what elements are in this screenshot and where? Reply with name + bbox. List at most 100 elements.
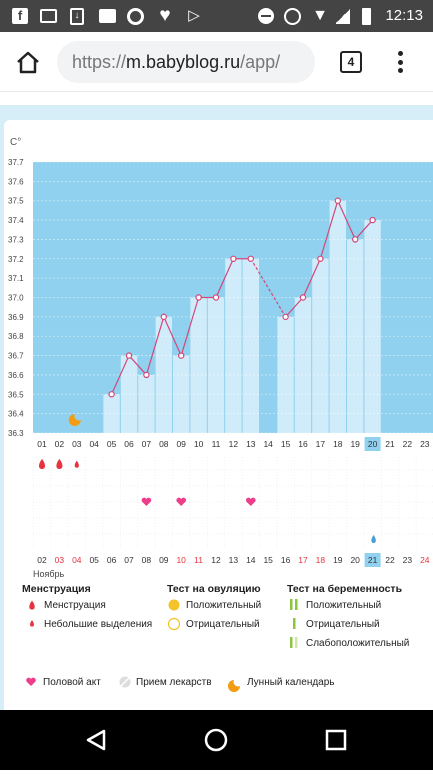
url-scheme: https:// bbox=[72, 52, 127, 72]
temperature-point-16 bbox=[299, 294, 307, 301]
temperature-chart[interactable]: C° 36.3 36.4 36.5 36.6 36.7 36.8 36.9 37.0 37.1 37… bbox=[0, 92, 433, 710]
temperature-bar-17 bbox=[312, 258, 329, 433]
legend-moon-icon bbox=[228, 680, 240, 692]
temperature-line-segment bbox=[145, 316, 165, 376]
y-tick-label: 37.1 bbox=[8, 274, 24, 283]
dnd-icon bbox=[258, 8, 274, 24]
recents-button[interactable] bbox=[325, 729, 347, 751]
temperature-point-20 bbox=[369, 216, 376, 224]
home-nav-button[interactable] bbox=[204, 728, 228, 752]
x-day-label-04: 04 bbox=[89, 439, 99, 449]
url-host: m.babyblog.ru bbox=[126, 52, 241, 72]
temperature-bar-12 bbox=[225, 258, 242, 433]
status-bar: f ↓ ♥ ▷ ▼ 12:13 bbox=[0, 0, 433, 32]
y-tick-label: 37.5 bbox=[8, 197, 24, 206]
date-label-02: 02 bbox=[37, 555, 47, 565]
date-label-24: 24 bbox=[420, 555, 430, 565]
x-day-label-13: 13 bbox=[246, 439, 256, 449]
x-day-label-08: 08 bbox=[159, 439, 169, 449]
legend-pregnancy-positive-icon-bar1 bbox=[290, 599, 293, 610]
date-label-05: 05 bbox=[89, 555, 99, 565]
y-tick-label: 36.3 bbox=[8, 429, 24, 438]
temperature-line-segment bbox=[111, 355, 130, 395]
date-label-07: 07 bbox=[124, 555, 134, 565]
temperature-line-segment bbox=[180, 297, 200, 356]
clock: 12:13 bbox=[385, 7, 423, 24]
y-tick-label: 37.6 bbox=[8, 177, 24, 186]
y-tick-label: 36.9 bbox=[8, 313, 24, 322]
x-day-label-16: 16 bbox=[298, 439, 308, 449]
date-label-20: 20 bbox=[350, 555, 360, 565]
x-day-label-12: 12 bbox=[229, 439, 239, 449]
temperature-point-19 bbox=[352, 236, 359, 243]
date-label-19: 19 bbox=[333, 555, 343, 565]
y-unit-label: C° bbox=[10, 137, 21, 148]
date-label-15: 15 bbox=[263, 555, 273, 565]
temperature-bar-16 bbox=[294, 297, 312, 433]
temperature-bar-10 bbox=[190, 297, 207, 433]
android-nav-bar bbox=[0, 710, 433, 770]
address-bar[interactable]: https://m.babyblog.ru/app/ bbox=[57, 41, 315, 83]
back-button[interactable] bbox=[86, 729, 106, 751]
legend-pregnancy-weak-icon-bar1 bbox=[290, 637, 293, 648]
legend-intercourse-icon bbox=[26, 677, 36, 686]
intercourse-heart-icon bbox=[245, 497, 256, 506]
page-top-strip bbox=[0, 92, 433, 105]
temperature-point-13 bbox=[247, 255, 254, 262]
y-tick-label: 37.2 bbox=[8, 255, 24, 264]
date-label-18: 18 bbox=[316, 555, 326, 565]
x-day-label-01: 01 bbox=[37, 439, 47, 449]
x-day-label-23: 23 bbox=[420, 439, 430, 449]
battery-icon bbox=[362, 8, 371, 25]
legend-light-discharge-icon bbox=[30, 620, 34, 627]
x-day-label-10: 10 bbox=[194, 439, 204, 449]
temperature-point-11 bbox=[212, 294, 220, 301]
date-label-21: 21 bbox=[368, 555, 378, 565]
heart-icon: ♥ bbox=[159, 5, 171, 26]
wifi-icon: ▼ bbox=[312, 7, 328, 24]
temperature-point-12 bbox=[230, 255, 237, 262]
tab-switcher-button[interactable]: 4 bbox=[340, 51, 362, 73]
overflow-menu-button[interactable] bbox=[393, 49, 407, 75]
date-label-03: 03 bbox=[55, 555, 65, 565]
x-day-label-02: 02 bbox=[55, 439, 65, 449]
temperature-point-08 bbox=[160, 313, 167, 321]
y-tick-label: 37.7 bbox=[8, 158, 24, 167]
alarm-icon bbox=[284, 8, 301, 25]
recents-icon bbox=[325, 729, 347, 751]
x-day-label-11: 11 bbox=[212, 439, 221, 449]
legend-ovulation-positive-icon bbox=[168, 599, 180, 611]
x-day-label-09: 09 bbox=[176, 439, 186, 449]
x-day-label-20: 20 bbox=[368, 439, 378, 449]
date-label-22: 22 bbox=[385, 555, 395, 565]
temperature-point-18 bbox=[334, 197, 341, 204]
chrome-icon bbox=[127, 8, 144, 25]
x-day-label-03: 03 bbox=[72, 439, 82, 449]
month-label: Ноябрь bbox=[33, 569, 65, 579]
temperature-bar-07 bbox=[138, 374, 155, 433]
x-day-label-18: 18 bbox=[333, 439, 343, 449]
x-day-label-05: 05 bbox=[107, 439, 117, 449]
highlight-day-box bbox=[364, 437, 381, 451]
temperature-point-05 bbox=[108, 391, 115, 398]
intercourse-heart-icon bbox=[141, 497, 152, 506]
temperature-bar-11 bbox=[207, 297, 225, 433]
legend-pregnancy-negative-icon bbox=[293, 618, 296, 629]
y-tick-label: 37.0 bbox=[8, 294, 24, 303]
date-label-12: 12 bbox=[211, 555, 221, 565]
x-day-label-06: 06 bbox=[124, 439, 134, 449]
temperature-bar-13 bbox=[242, 258, 259, 433]
x-day-label-07: 07 bbox=[142, 439, 152, 449]
date-label-11: 11 bbox=[194, 555, 203, 565]
home-circle-icon bbox=[204, 728, 228, 752]
x-day-label-14: 14 bbox=[263, 439, 273, 449]
menstruation-drop-icon bbox=[39, 459, 45, 469]
date-label-09: 09 bbox=[159, 555, 169, 565]
y-tick-label: 37.3 bbox=[8, 235, 24, 244]
home-button[interactable] bbox=[13, 47, 43, 77]
temperature-bar-19 bbox=[347, 239, 364, 433]
highlight-date-box bbox=[364, 553, 381, 567]
temperature-point-15 bbox=[282, 313, 289, 321]
back-icon bbox=[86, 729, 106, 751]
date-label-23: 23 bbox=[403, 555, 413, 565]
